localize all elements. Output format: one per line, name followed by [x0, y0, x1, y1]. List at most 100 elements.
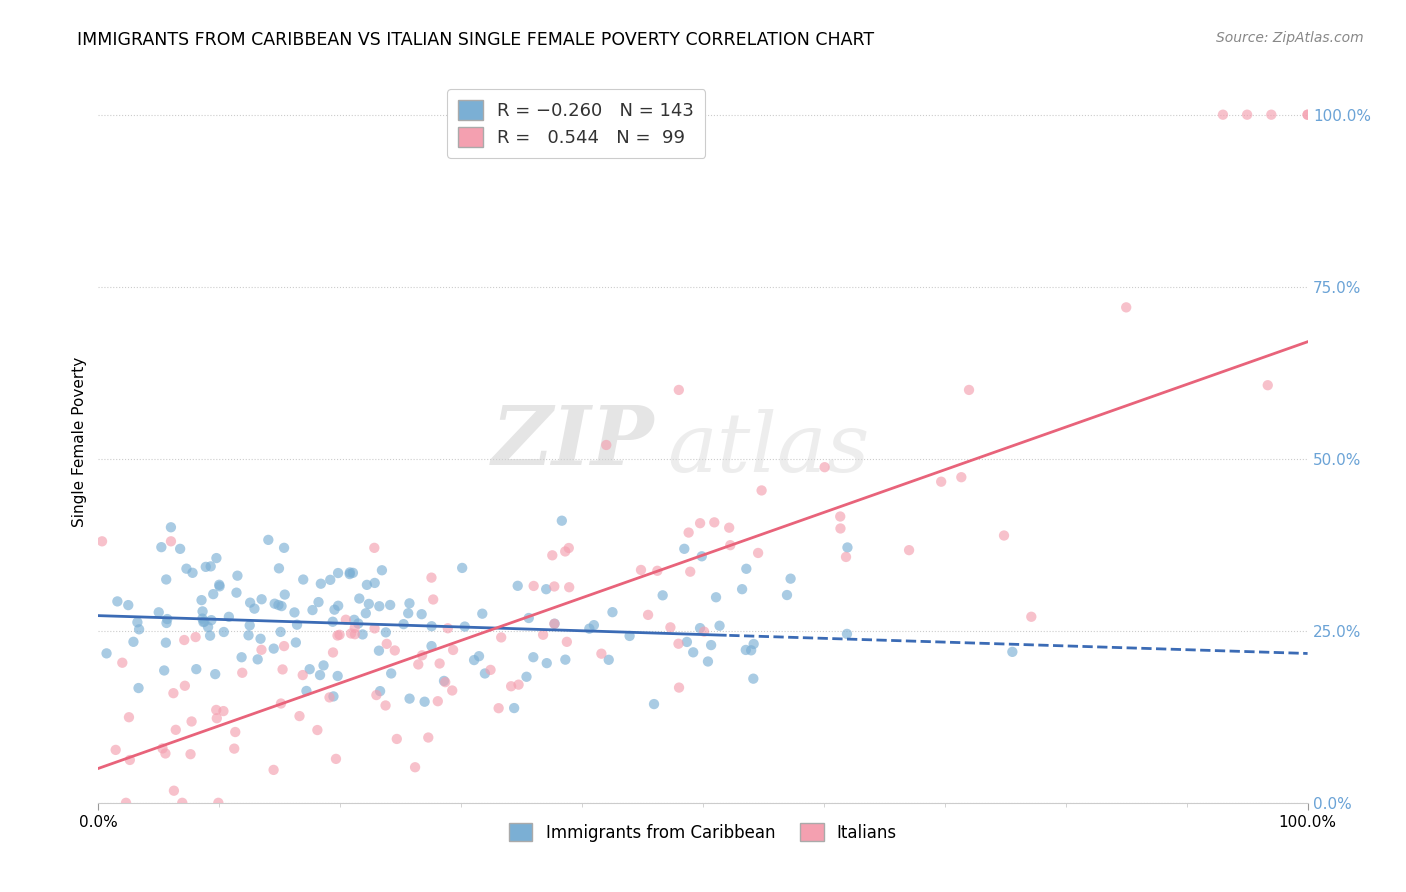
- Point: [231, 665, 253, 680]
- Point: [212, 625, 235, 640]
- Point: [411, 607, 433, 622]
- Point: [155, 615, 177, 630]
- Point: [194, 559, 217, 574]
- Point: [374, 698, 396, 713]
- Point: [420, 639, 443, 653]
- Point: [285, 617, 308, 632]
- Point: [554, 544, 576, 558]
- Point: [433, 673, 456, 688]
- Legend: Immigrants from Caribbean, Italians: Immigrants from Caribbean, Italians: [502, 817, 904, 848]
- Point: [288, 709, 311, 723]
- Point: [517, 611, 540, 625]
- Point: [243, 601, 266, 615]
- Point: [308, 595, 330, 609]
- Point: [690, 549, 713, 564]
- Point: [173, 633, 195, 648]
- Point: [368, 684, 391, 698]
- Point: [374, 625, 396, 640]
- Point: [352, 627, 374, 641]
- Point: [267, 598, 290, 612]
- Point: [309, 576, 332, 591]
- Point: [122, 635, 145, 649]
- Point: [659, 620, 682, 634]
- Point: [1260, 108, 1282, 122]
- Point: [163, 783, 186, 797]
- Point: [270, 697, 292, 711]
- Text: ZIP: ZIP: [492, 401, 655, 482]
- Point: [207, 796, 229, 810]
- Point: [356, 578, 378, 592]
- Point: [468, 649, 491, 664]
- Point: [830, 521, 852, 535]
- Point: [208, 579, 231, 593]
- Point: [420, 571, 443, 585]
- Point: [283, 606, 305, 620]
- Point: [454, 619, 477, 633]
- Point: [205, 703, 228, 717]
- Point: [392, 617, 415, 632]
- Point: [673, 541, 696, 556]
- Point: [329, 628, 352, 642]
- Point: [595, 438, 617, 452]
- Point: [284, 635, 307, 649]
- Point: [508, 678, 530, 692]
- Point: [835, 549, 858, 564]
- Point: [534, 582, 557, 597]
- Point: [160, 520, 183, 534]
- Point: [335, 613, 357, 627]
- Point: [295, 684, 318, 698]
- Point: [347, 616, 370, 631]
- Point: [239, 596, 262, 610]
- Point: [127, 615, 149, 630]
- Point: [238, 628, 260, 642]
- Point: [307, 723, 329, 737]
- Point: [779, 572, 801, 586]
- Point: [647, 564, 669, 578]
- Point: [704, 591, 727, 605]
- Point: [218, 610, 240, 624]
- Point: [682, 645, 704, 659]
- Point: [718, 538, 741, 552]
- Point: [172, 796, 194, 810]
- Point: [396, 607, 419, 621]
- Point: [191, 604, 214, 618]
- Point: [668, 383, 690, 397]
- Point: [239, 618, 262, 632]
- Point: [263, 763, 285, 777]
- Point: [224, 725, 246, 739]
- Point: [515, 670, 537, 684]
- Point: [368, 643, 391, 657]
- Point: [155, 573, 177, 587]
- Point: [718, 521, 741, 535]
- Point: [342, 566, 364, 580]
- Point: [193, 615, 215, 629]
- Point: [503, 701, 526, 715]
- Point: [366, 688, 388, 702]
- Point: [543, 616, 565, 631]
- Point: [181, 566, 204, 580]
- Point: [689, 516, 711, 531]
- Point: [602, 605, 624, 619]
- Point: [326, 628, 349, 642]
- Point: [582, 618, 605, 632]
- Point: [273, 541, 295, 555]
- Point: [270, 599, 292, 613]
- Point: [212, 704, 235, 718]
- Point: [422, 592, 444, 607]
- Point: [291, 668, 314, 682]
- Point: [441, 683, 464, 698]
- Point: [531, 628, 554, 642]
- Point: [169, 541, 191, 556]
- Point: [501, 679, 523, 693]
- Point: [385, 731, 408, 746]
- Point: [153, 664, 176, 678]
- Point: [630, 563, 652, 577]
- Point: [205, 711, 228, 725]
- Point: [734, 643, 756, 657]
- Point: [250, 642, 273, 657]
- Point: [676, 635, 699, 649]
- Text: atlas: atlas: [666, 409, 869, 489]
- Point: [202, 587, 225, 601]
- Point: [598, 653, 620, 667]
- Point: [322, 645, 344, 659]
